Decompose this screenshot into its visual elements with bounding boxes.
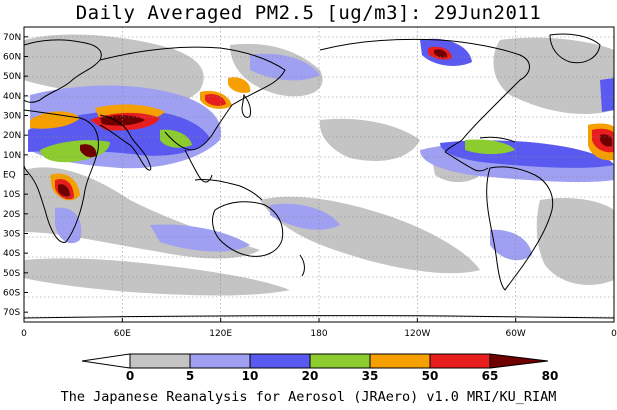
colorbar: 0 5 10 20 35 50 65 80: [81, 353, 559, 383]
coast-indonesia: [194, 179, 263, 201]
map-gridlines: [24, 27, 614, 322]
colorbar-label: 20: [302, 369, 319, 383]
coast-caribbean: [479, 136, 516, 143]
lat-label: 20S: [3, 210, 20, 220]
coast-central-america: [444, 151, 489, 172]
longitude-axis: 0 60E 120E 180 120W 60W 0: [21, 318, 617, 339]
coast-greenland: [549, 33, 601, 64]
coast-japan: [241, 93, 251, 118]
pm25-field: [24, 27, 614, 322]
colorbar-label: 5: [186, 369, 194, 383]
map-title: Daily Averaged PM2.5 [ug/m3]: 29Jun2011: [75, 2, 542, 24]
latitude-axis: 70N 60N 50N 40N 30N 20N 10N EQ 10S 20S 30S 40S 50S 60…: [3, 33, 28, 318]
colorbar-swatch: [429, 353, 491, 369]
colorbar-arrow-low: [81, 353, 131, 369]
lat-label: 60N: [3, 53, 21, 63]
lon-label: 180: [310, 329, 327, 339]
colorbar-label: 0: [126, 369, 134, 383]
colorbar-arrow-high: [489, 353, 549, 369]
pm25-level-5-10: [24, 34, 614, 296]
colorbar-swatch: [249, 353, 311, 369]
coast-africa: [24, 109, 99, 243]
coast-south-america: [486, 166, 554, 291]
lat-label: 70S: [3, 308, 20, 318]
lat-label: 20N: [3, 131, 21, 141]
colorbar-label: 50: [422, 369, 439, 383]
lon-label: 0: [21, 329, 27, 339]
lat-label: 10N: [3, 151, 21, 161]
colorbar-label: 10: [242, 369, 259, 383]
lat-label: EQ: [3, 171, 16, 181]
coast-new-zealand: [299, 254, 305, 277]
colorbar-swatch: [189, 353, 251, 369]
colorbar-label: 80: [542, 369, 559, 383]
lon-label: 120E: [209, 329, 232, 339]
colorbar-swatch: [129, 353, 191, 369]
lat-label: 50N: [3, 72, 21, 82]
colorbar-swatch: [309, 353, 371, 369]
coastlines: [24, 33, 614, 319]
credit-line: The Japanese Reanalysis for Aerosol (JRA…: [60, 389, 557, 405]
lon-label: 60W: [505, 329, 525, 339]
coast-australia: [212, 201, 284, 257]
lon-label: 0: [611, 329, 617, 339]
lat-label: 40S: [3, 249, 20, 259]
lat-label: 10S: [3, 190, 20, 200]
colorbar-swatch: [369, 353, 431, 369]
lat-label: 30N: [3, 112, 21, 122]
lat-label: 50S: [3, 269, 20, 279]
lat-label: 40N: [3, 92, 21, 102]
lon-label: 120W: [404, 329, 430, 339]
coast-europe: [24, 39, 102, 103]
colorbar-label: 65: [482, 369, 499, 383]
colorbar-label: 35: [362, 369, 379, 383]
lat-label: 30S: [3, 230, 20, 240]
lon-label: 60E: [114, 329, 131, 339]
coast-arabia-india: [99, 114, 152, 171]
coast-antarctica: [24, 315, 614, 319]
coast-north-america: [319, 38, 530, 153]
lat-label: 60S: [3, 289, 20, 299]
lat-label: 70N: [3, 33, 21, 43]
coast-asia: [99, 46, 286, 151]
